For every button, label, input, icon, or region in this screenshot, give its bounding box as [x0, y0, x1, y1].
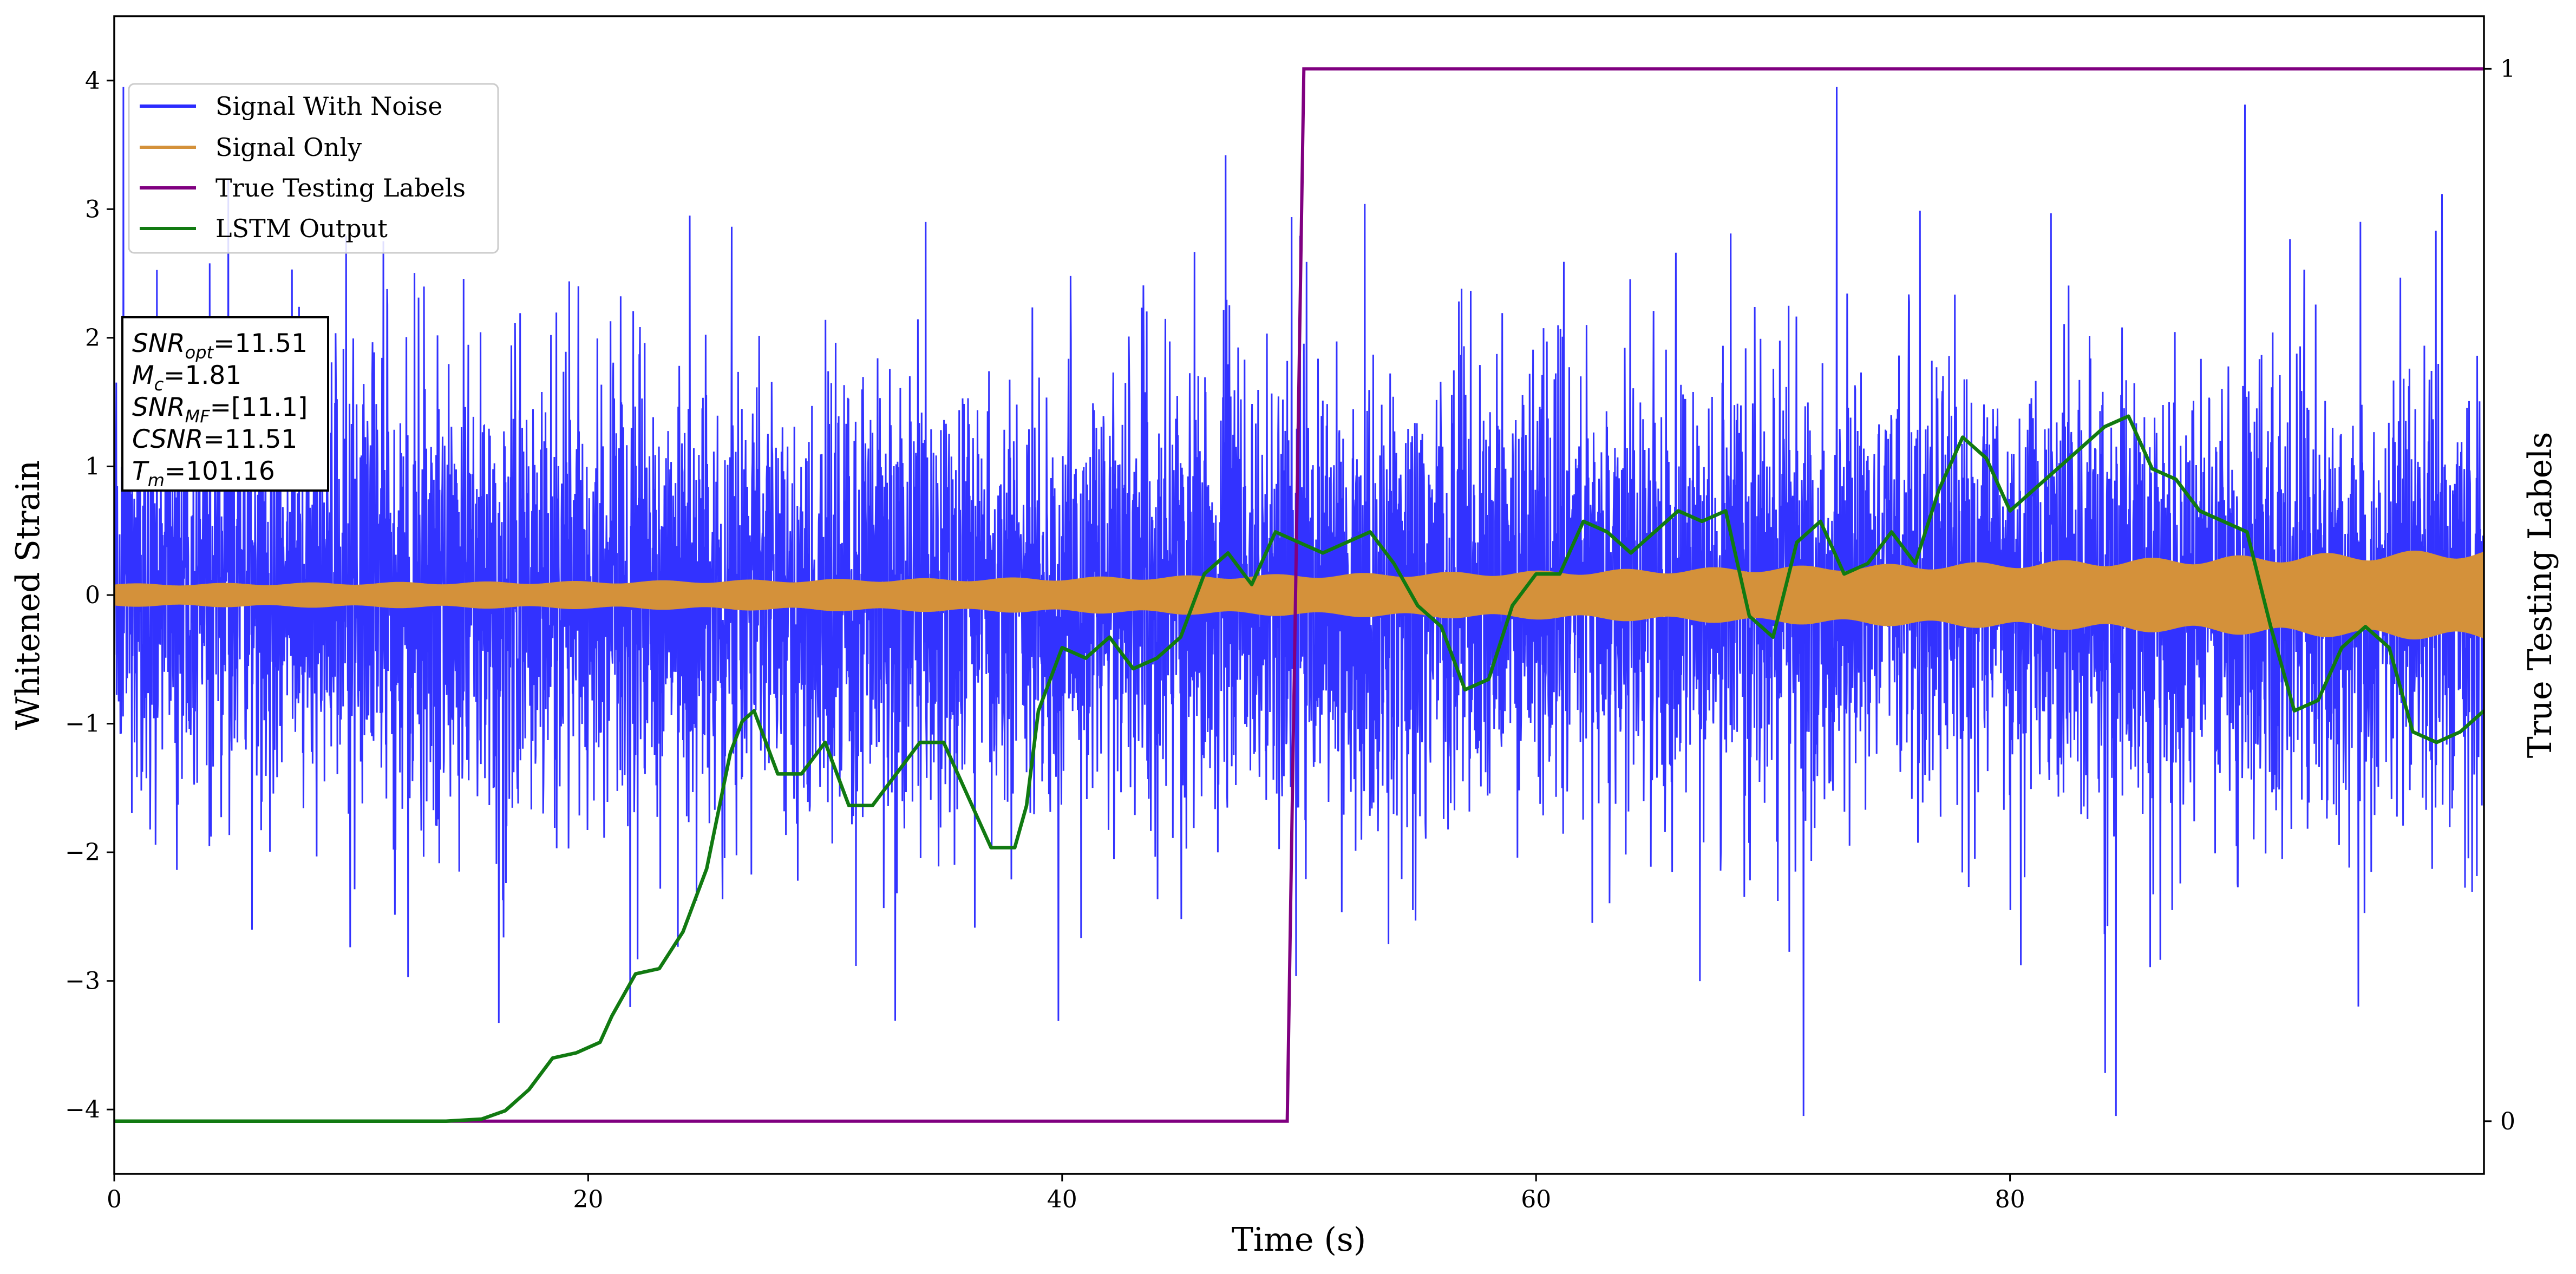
y-tick-label: 4	[85, 67, 100, 95]
y-tick-label: 1	[85, 453, 100, 480]
x-tick-label: 80	[1995, 1186, 2025, 1213]
y-tick-label: 0	[85, 582, 100, 609]
y-axis-right: 01	[2484, 55, 2515, 1135]
x-axis-label: Time (s)	[1232, 1221, 1366, 1259]
series-line-signal-only	[114, 550, 2484, 640]
y-tick-label: 3	[85, 195, 100, 223]
y-axis-label: Whitened Strain	[9, 460, 47, 730]
y-tick-label: 2	[85, 324, 100, 352]
annotation-line-tm: Tm=101.16	[132, 456, 275, 491]
y-tick-label: −1	[65, 710, 100, 738]
x-tick-label: 20	[573, 1186, 603, 1213]
x-axis: 0 20 40 60 80	[107, 1174, 2025, 1213]
x-tick-label: 60	[1521, 1186, 1551, 1213]
y-axis-left: −4 −3 −2 −1 0 1 2 3 4	[65, 67, 114, 1123]
y2-axis-label: True Testing Labels	[2521, 432, 2559, 759]
legend-frame	[128, 83, 499, 254]
y2-tick-label: 1	[2500, 55, 2515, 83]
series-line-true-testing-labels	[114, 67, 2484, 1123]
x-tick-label: 40	[1047, 1186, 1077, 1213]
x-tick-label: 0	[107, 1186, 122, 1213]
annotation-line-csnr: CSNR=11.51	[132, 424, 297, 454]
legend-label-signal-with-noise: Signal With Noise	[215, 92, 442, 121]
legend-label-signal-only: Signal Only	[215, 133, 362, 162]
annotation-line-snr-mf: SNRMF=[11.1]	[132, 393, 308, 427]
annotation-line-mc: Mc=1.81	[132, 361, 241, 395]
y2-tick-label: 0	[2500, 1108, 2515, 1135]
annotation-line-snr-opt: SNRopt=11.51	[132, 329, 308, 363]
annotation-box: SNRopt=11.51 Mc=1.81 SNRMF=[11.1] CSNR=1…	[121, 316, 329, 492]
y-tick-label: −2	[65, 839, 100, 866]
legend-label-lstm-output: LSTM Output	[215, 214, 388, 243]
y-tick-label: −4	[65, 1096, 100, 1123]
series-line-lstm-output	[114, 414, 2484, 1123]
series-line-signal-with-noise	[114, 87, 2484, 1116]
y-tick-label: −3	[65, 968, 100, 995]
legend-label-true-testing-labels: True Testing Labels	[215, 173, 466, 202]
annotation-frame	[121, 316, 329, 492]
plot-area	[114, 67, 2484, 1123]
legend: Signal With Noise Signal Only True Testi…	[128, 83, 499, 254]
